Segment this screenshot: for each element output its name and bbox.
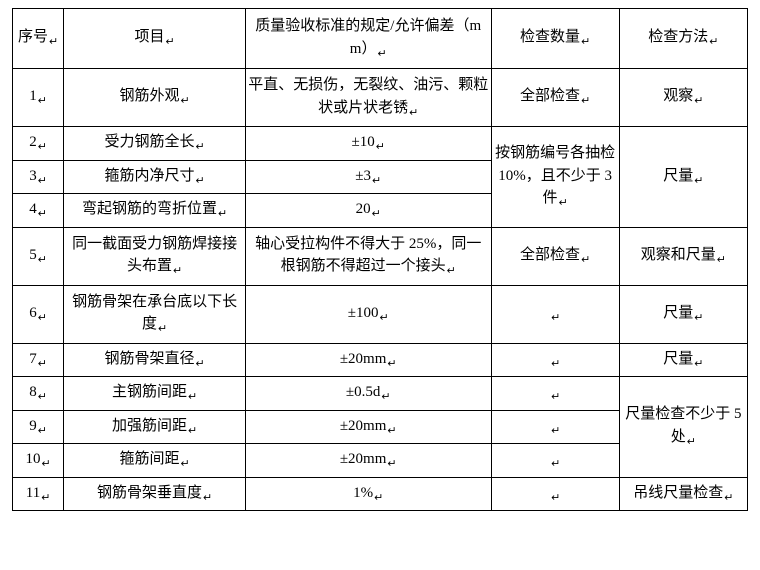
cell-method: 尺量↵ [619,285,747,343]
cell-item: 弯起钢筋的弯折位置↵ [64,194,246,228]
cell-qty: ↵ [491,410,619,444]
cell-seq: 9↵ [13,410,64,444]
cell-seq: 7↵ [13,343,64,377]
cell-seq: 8↵ [13,377,64,411]
cell-seq: 3↵ [13,160,64,194]
cell-std: ±20mm↵ [245,343,491,377]
table-row: 2↵ 受力钢筋全长↵ ±10↵ 按钢筋编号各抽检 10%，且不少于 3 件↵ 尺… [13,127,748,161]
cell-method-merged: 尺量检查不少于 5 处↵ [619,377,747,478]
table-row: 11↵ 钢筋骨架垂直度↵ 1%↵ ↵ 吊线尺量检查↵ [13,477,748,511]
table-row: 6↵ 钢筋骨架在承台底以下长度↵ ±100↵ ↵ 尺量↵ [13,285,748,343]
table-row: 7↵ 钢筋骨架直径↵ ±20mm↵ ↵ 尺量↵ [13,343,748,377]
cell-item: 同一截面受力钢筋焊接接头布置↵ [64,227,246,285]
cell-method-merged: 尺量↵ [619,127,747,228]
spec-table: 序号↵ 项目↵ 质量验收标准的规定/允许偏差（mm）↵ 检查数量↵ 检查方法↵ … [12,8,748,511]
cell-item: 钢筋骨架垂直度↵ [64,477,246,511]
cell-item: 钢筋骨架直径↵ [64,343,246,377]
cell-qty: ↵ [491,343,619,377]
cell-std: ±20mm↵ [245,410,491,444]
cell-std: ±10↵ [245,127,491,161]
cell-mark: ↵ [709,36,718,48]
cell-qty: ↵ [491,285,619,343]
header-std-text: 质量验收标准的规定/允许偏差（mm） [255,18,481,57]
cell-std: 20↵ [245,194,491,228]
table-row: 8↵ 主钢筋间距↵ ±0.5d↵ ↵ 尺量检查不少于 5 处↵ [13,377,748,411]
header-method: 检查方法↵ [619,9,747,69]
header-seq: 序号↵ [13,9,64,69]
header-item: 项目↵ [64,9,246,69]
cell-mark: ↵ [581,36,590,48]
header-method-text: 检查方法 [648,29,708,45]
cell-seq: 2↵ [13,127,64,161]
cell-mark: ↵ [49,36,58,48]
cell-seq: 4↵ [13,194,64,228]
table-header-row: 序号↵ 项目↵ 质量验收标准的规定/允许偏差（mm）↵ 检查数量↵ 检查方法↵ [13,9,748,69]
cell-std: 平直、无损伤，无裂纹、油污、颗粒状或片状老锈↵ [245,69,491,127]
cell-seq: 6↵ [13,285,64,343]
cell-method: 观察↵ [619,69,747,127]
cell-std: 1%↵ [245,477,491,511]
header-qty-text: 检查数量 [520,29,580,45]
cell-method: 观察和尺量↵ [619,227,747,285]
header-seq-text: 序号 [18,29,48,45]
cell-item: 加强筋间距↵ [64,410,246,444]
cell-item: 箍筋间距↵ [64,444,246,478]
table-row: 5↵ 同一截面受力钢筋焊接接头布置↵ 轴心受拉构件不得大于 25%，同一根钢筋不… [13,227,748,285]
cell-qty: ↵ [491,377,619,411]
cell-seq: 10↵ [13,444,64,478]
cell-method: 尺量↵ [619,343,747,377]
cell-std: ±100↵ [245,285,491,343]
table-row: 1↵ 钢筋外观↵ 平直、无损伤，无裂纹、油污、颗粒状或片状老锈↵ 全部检查↵ 观… [13,69,748,127]
cell-seq: 1↵ [13,69,64,127]
cell-seq: 11↵ [13,477,64,511]
cell-method: 吊线尺量检查↵ [619,477,747,511]
cell-qty: ↵ [491,444,619,478]
cell-qty: 全部检查↵ [491,227,619,285]
cell-std: 轴心受拉构件不得大于 25%，同一根钢筋不得超过一个接头↵ [245,227,491,285]
cell-std: ±20mm↵ [245,444,491,478]
cell-seq: 5↵ [13,227,64,285]
cell-qty: 全部检查↵ [491,69,619,127]
cell-qty: ↵ [491,477,619,511]
header-std: 质量验收标准的规定/允许偏差（mm）↵ [245,9,491,69]
header-qty: 检查数量↵ [491,9,619,69]
cell-mark: ↵ [165,36,174,48]
cell-mark: ↵ [377,48,386,60]
cell-item: 箍筋内净尺寸↵ [64,160,246,194]
cell-item: 主钢筋间距↵ [64,377,246,411]
cell-qty-merged: 按钢筋编号各抽检 10%，且不少于 3 件↵ [491,127,619,228]
cell-std: ±3↵ [245,160,491,194]
cell-item: 钢筋骨架在承台底以下长度↵ [64,285,246,343]
cell-std: ±0.5d↵ [245,377,491,411]
cell-item: 受力钢筋全长↵ [64,127,246,161]
cell-item: 钢筋外观↵ [64,69,246,127]
header-item-text: 项目 [134,29,164,45]
